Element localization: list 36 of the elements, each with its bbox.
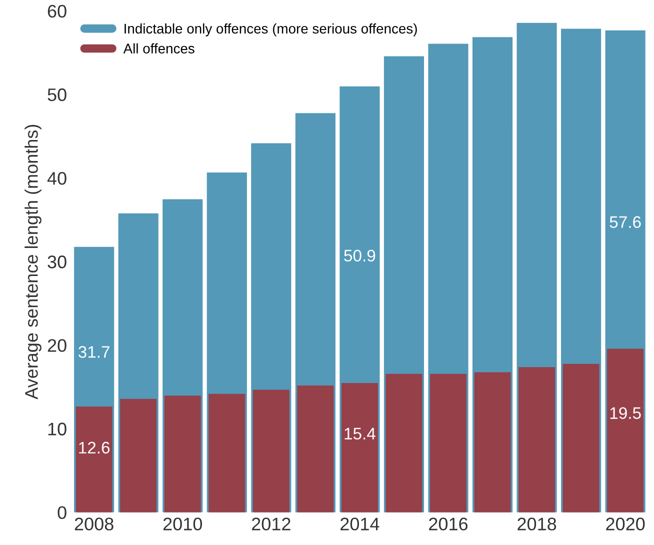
y-tick-label: 60	[48, 4, 66, 18]
data-label: 50.9	[344, 250, 376, 262]
bar	[518, 367, 556, 512]
bar	[208, 394, 246, 512]
x-tick-label: 2016	[429, 518, 468, 530]
data-label: 15.4	[344, 428, 376, 440]
x-tick-label: 2018	[518, 518, 556, 530]
data-label: 57.6	[610, 216, 641, 228]
bar	[607, 348, 644, 512]
x-tick-label: 2014	[340, 518, 380, 530]
y-tick-label: 30	[48, 256, 66, 268]
bar	[76, 406, 112, 512]
bar	[164, 396, 201, 512]
x-tick-label: 2010	[163, 518, 202, 530]
legend-label: All offences	[123, 43, 194, 54]
bar	[386, 374, 422, 512]
bar	[474, 372, 511, 512]
bar	[430, 374, 467, 512]
x-tick-label: 2008	[74, 518, 114, 530]
data-label: 19.5	[610, 407, 641, 419]
bar	[341, 383, 378, 512]
data-label: 12.6	[79, 442, 110, 454]
data-label: 31.7	[78, 346, 110, 358]
y-tick-label: 20	[48, 339, 66, 352]
x-tick-label: 2012	[252, 518, 290, 530]
y-tick-label: 40	[47, 172, 66, 185]
bar	[252, 390, 290, 512]
bar	[297, 386, 334, 512]
x-tick-label: 2020	[606, 518, 645, 530]
y-axis-title: Average sentence length (months)	[24, 124, 42, 400]
bar	[562, 364, 600, 512]
y-tick-label: 50	[48, 88, 66, 102]
bar	[120, 398, 157, 512]
y-tick-label: 0	[58, 506, 66, 520]
y-tick-label: 10	[48, 422, 66, 436]
legend-label: Indictable only offences (more serious offences)	[124, 23, 417, 36]
